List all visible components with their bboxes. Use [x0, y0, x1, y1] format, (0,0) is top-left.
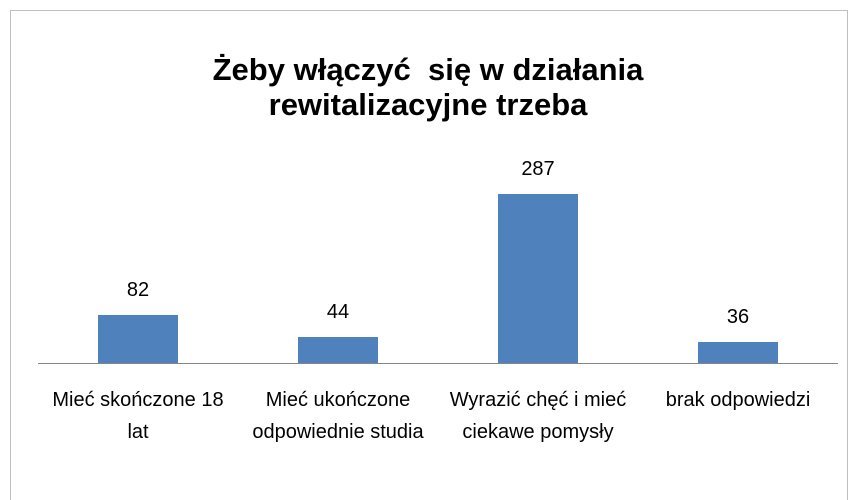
chart-title: Żeby włączyć się w działania rewitalizac… [212, 52, 652, 122]
data-label: 44 [326, 301, 350, 324]
x-tick-label: Wyrazić chęć i mieć ciekawe pomysły [449, 389, 627, 443]
data-label: 36 [726, 305, 750, 328]
chart-frame [10, 10, 848, 500]
data-label: 82 [126, 278, 150, 301]
page: Żeby włączyć się w działania rewitalizac… [10, 10, 848, 500]
bar [98, 314, 178, 363]
x-axis-line [38, 363, 838, 364]
bar [698, 341, 778, 363]
data-label: 287 [521, 158, 555, 180]
x-tick-label: Mieć ukończone odpowiednie studia [252, 389, 424, 443]
bar [498, 194, 578, 363]
x-tick-label: brak odpowiedzi [665, 389, 811, 411]
bar [298, 337, 378, 363]
x-tick-label: Mieć skończone 18 lat [52, 389, 224, 443]
